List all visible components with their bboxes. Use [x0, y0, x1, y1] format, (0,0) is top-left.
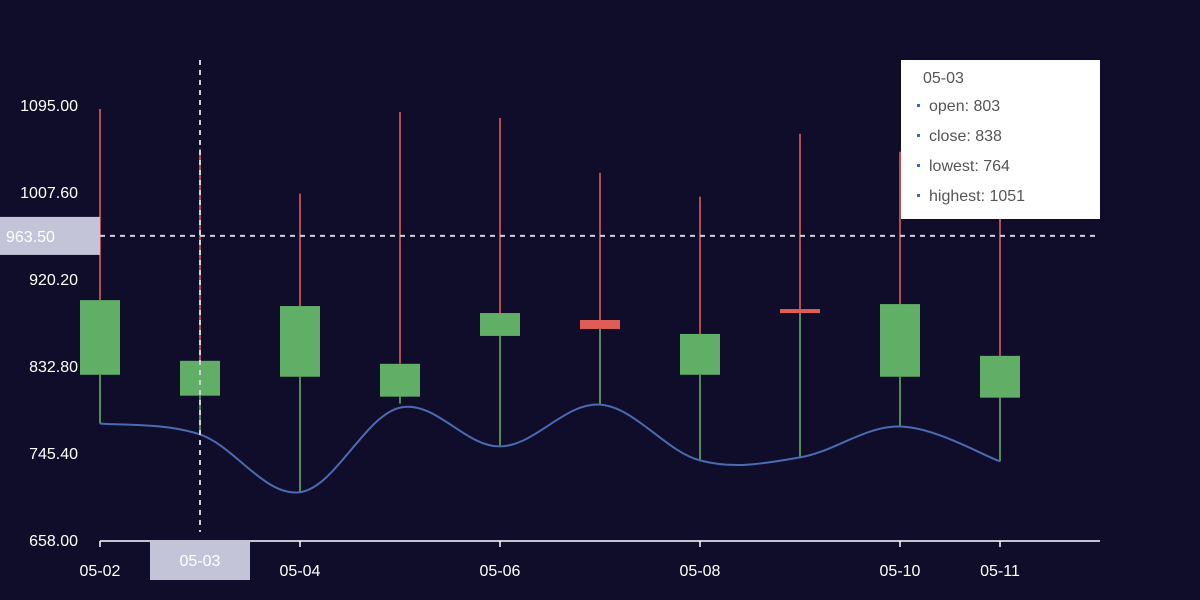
candle-body [880, 304, 920, 377]
tooltip-row-lowest: lowest: 764 [917, 158, 1100, 176]
candle-body [780, 309, 820, 314]
candle-05-07 [580, 172, 620, 405]
y-tick-label: 1095.00 [20, 98, 78, 115]
y-tick-label: 745.40 [29, 446, 78, 463]
x-pointer-label: 05-03 [180, 553, 221, 570]
x-tick-label: 05-02 [80, 563, 121, 580]
candle-body [480, 313, 520, 336]
line-layer [99, 403, 1001, 494]
bullet-icon [917, 133, 920, 137]
tooltip: 05-03 open: 803 close: 838 lowest: 764 h… [901, 60, 1100, 219]
bullet-icon [917, 163, 920, 167]
y-tick-label: 658.00 [29, 533, 78, 550]
x-pointer-label-bg [150, 540, 250, 580]
candle-body [80, 300, 120, 375]
candle-body [280, 306, 320, 377]
candle-05-10 [880, 151, 920, 427]
candle-body [380, 363, 420, 397]
x-tick-label: 05-04 [280, 563, 321, 580]
y-tick-label: 1007.60 [20, 185, 78, 202]
candle-body [980, 355, 1020, 398]
lowest-line [99, 403, 1001, 494]
x-tick-label: 05-10 [880, 563, 921, 580]
bullet-icon [917, 193, 920, 197]
candle-05-08 [680, 196, 720, 461]
candle-05-06 [480, 117, 520, 447]
y-tick-label: 920.20 [29, 272, 78, 289]
candle-body [580, 320, 620, 329]
tooltip-title: 05-03 [923, 70, 964, 87]
candle-body [680, 333, 720, 375]
tooltip-row-highest: highest: 1051 [917, 188, 1100, 206]
y-pointer-label: 963.50 [6, 229, 55, 246]
axes: 05-02 05-04 05-06 05-08 05-10 05-11 658.00 745.… [20, 98, 1100, 580]
tooltip-open: open: 803 [929, 98, 1001, 115]
y-tick-label: 832.80 [29, 359, 78, 376]
candle-05-04 [280, 193, 320, 493]
tooltip-lowest: lowest: 764 [929, 158, 1010, 175]
candles-layer [80, 108, 1020, 493]
x-tick-label: 05-11 [980, 563, 1020, 580]
tooltip-highest: highest: 1051 [929, 188, 1026, 205]
bullet-icon [917, 103, 920, 107]
x-tick-label: 05-08 [680, 563, 721, 580]
candle-body [180, 360, 220, 396]
y-pointer-label-bg [0, 216, 100, 255]
candle-05-02 [80, 108, 120, 424]
candle-05-05 [380, 111, 420, 404]
x-tick-label: 05-06 [480, 563, 521, 580]
tooltip-row-open: open: 803 [917, 98, 1100, 116]
tooltip-row-close: close: 838 [917, 128, 1100, 146]
candle-05-11 [980, 162, 1020, 462]
tooltip-close: close: 838 [929, 128, 1002, 145]
candle-05-09 [780, 133, 820, 458]
axis-pointer: 963.50 05-03 [0, 60, 1100, 580]
